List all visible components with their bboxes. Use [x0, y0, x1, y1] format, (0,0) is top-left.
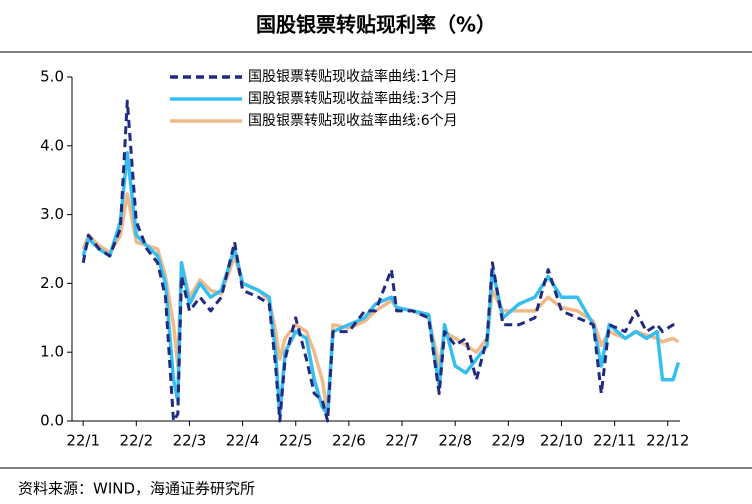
x-tick-label: 22/1 — [66, 432, 100, 450]
x-tick-label: 22/6 — [332, 432, 366, 450]
x-tick-label: 22/4 — [226, 432, 260, 450]
x-tick-label: 22/5 — [279, 432, 313, 450]
x-tick-label: 22/11 — [593, 432, 636, 450]
legend-label: 国股银票转贴现收益率曲线:1个月 — [248, 68, 458, 85]
y-tick-label: 0.0 — [40, 412, 64, 430]
x-tick-label: 22/12 — [646, 432, 689, 450]
y-tick-label: 2.0 — [40, 274, 64, 292]
source: 资料来源：WIND，海通证券研究所 — [18, 480, 255, 498]
legend-label: 国股银票转贴现收益率曲线:3个月 — [248, 90, 458, 107]
series-line — [81, 150, 681, 416]
y-tick-label: 5.0 — [40, 68, 64, 86]
x-tick-label: 22/7 — [385, 432, 419, 450]
x-tick-label: 22/9 — [491, 432, 525, 450]
y-tick-label: 4.0 — [40, 136, 64, 154]
x-tick-label: 22/3 — [173, 432, 207, 450]
legend-label: 国股银票转贴现收益率曲线:6个月 — [248, 112, 458, 129]
y-tick-label: 1.0 — [40, 343, 64, 361]
series-line — [81, 99, 679, 423]
x-tick-label: 22/10 — [540, 432, 583, 450]
y-tick-label: 3.0 — [40, 205, 64, 223]
x-tick-label: 22/2 — [119, 432, 153, 450]
x-tick-label: 22/8 — [438, 432, 472, 450]
chart-title: 国股银票转贴现利率（%） — [256, 13, 496, 37]
